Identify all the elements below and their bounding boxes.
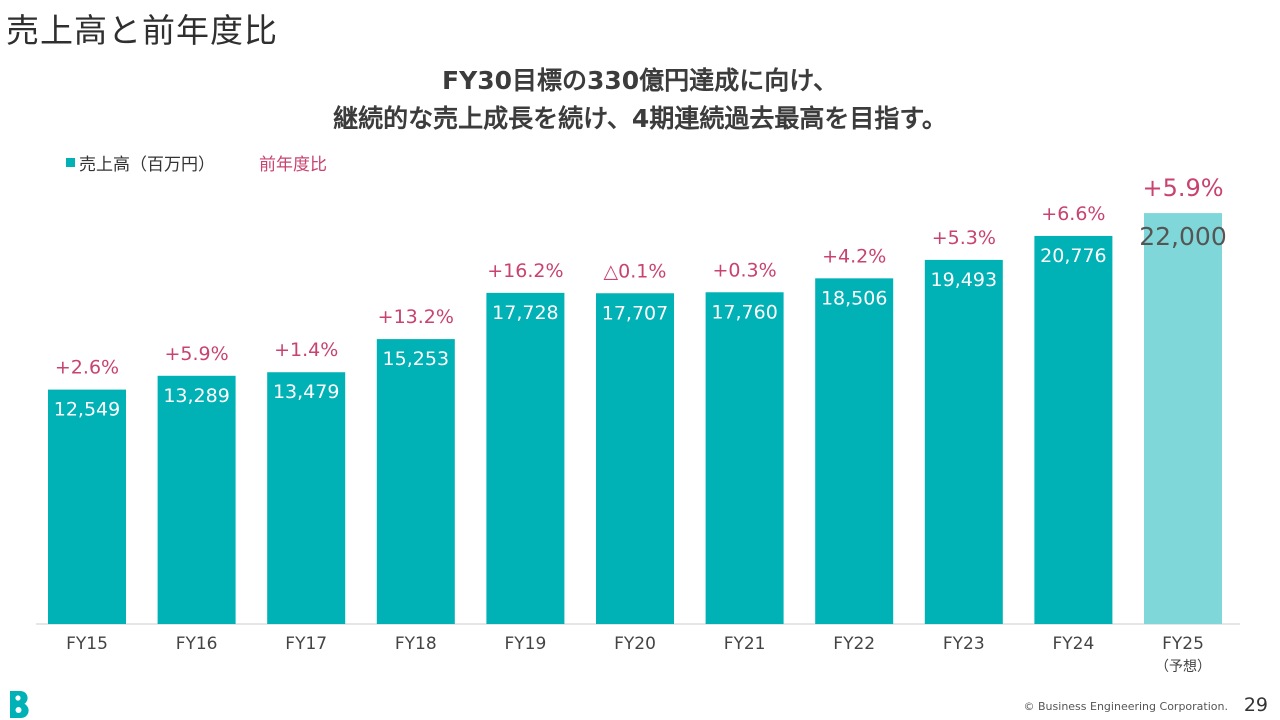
value-label-fy21: 17,760 — [711, 301, 777, 323]
yoy-label-fy22: +4.2% — [822, 245, 886, 267]
headline-line-2: 継続的な売上成長を続け、4期連続過去最高を目指す。 — [333, 104, 947, 133]
value-label-fy17: 13,479 — [273, 381, 339, 403]
value-label-fy20: 17,707 — [602, 302, 668, 324]
bar-fy18 — [376, 339, 455, 624]
legend-swatch-sales — [66, 158, 75, 167]
tick-label-fy23: FY23 — [943, 634, 985, 654]
tick-label-fy25: FY25 — [1162, 634, 1204, 654]
bar-fy21 — [705, 292, 784, 624]
tick-label-fy22: FY22 — [833, 634, 875, 654]
tick-label-fy16: FY16 — [176, 634, 218, 654]
bar-fy19 — [486, 292, 565, 624]
footer-copyright: © Business Engineering Corporation. — [1023, 700, 1228, 713]
value-label-fy18: 15,253 — [383, 348, 449, 370]
yoy-label-fy15: +2.6% — [55, 357, 119, 379]
yoy-label-fy21: +0.3% — [712, 259, 776, 281]
yoy-label-fy23: +5.3% — [932, 227, 996, 249]
bar-fy15 — [48, 389, 126, 624]
tick-label-fy17: FY17 — [285, 634, 327, 654]
tick-label-fy19: FY19 — [505, 634, 547, 654]
legend-item-sales: 売上高（百万円） — [66, 150, 215, 175]
value-label-fy16: 13,289 — [163, 385, 229, 407]
bar-fy22 — [815, 278, 894, 624]
bar-fy17 — [267, 372, 346, 624]
chart-legend: 売上高（百万円） 前年度比 — [66, 150, 327, 175]
value-label-fy19: 17,728 — [492, 302, 558, 324]
tick-label-fy18: FY18 — [395, 634, 437, 654]
value-label-fy24: 20,776 — [1040, 245, 1106, 267]
yoy-label-fy19: +16.2% — [487, 260, 563, 282]
yoy-label-fy25: +5.9% — [1142, 174, 1223, 202]
tick-label-fy15: FY15 — [66, 634, 108, 654]
bar-fy24 — [1034, 235, 1113, 625]
yoy-label-fy18: +13.2% — [378, 306, 454, 328]
yoy-label-fy20: △0.1% — [604, 260, 667, 282]
legend-label-sales: 売上高（百万円） — [79, 155, 215, 175]
company-logo-icon — [10, 691, 29, 719]
bar-fy20 — [596, 293, 674, 624]
tick-label-fy21: FY21 — [724, 634, 766, 654]
bar-fy16 — [157, 375, 236, 624]
yoy-label-fy24: +6.6% — [1041, 203, 1105, 225]
yoy-label-fy17: +1.4% — [274, 339, 338, 361]
value-label-fy25: 22,000 — [1139, 222, 1226, 251]
bar-fy23 — [924, 259, 1003, 624]
page-title: 売上高と前年度比 — [6, 11, 278, 50]
headline: FY30目標の330億円達成に向け、 継続的な売上成長を続け、4期連続過去最高を… — [0, 62, 1280, 138]
legend-label-yoy: 前年度比 — [259, 155, 327, 175]
page-number: 29 — [1243, 694, 1268, 716]
yoy-label-fy16: +5.9% — [164, 343, 228, 365]
tick-note-fy25: （予想） — [1155, 659, 1211, 675]
tick-label-fy20: FY20 — [614, 634, 656, 654]
value-label-fy15: 12,549 — [54, 399, 120, 421]
bar-fy25 — [1144, 213, 1222, 624]
headline-line-1: FY30目標の330億円達成に向け、 — [442, 66, 838, 95]
value-label-fy22: 18,506 — [821, 287, 887, 309]
value-label-fy23: 19,493 — [931, 269, 997, 291]
tick-label-fy24: FY24 — [1053, 634, 1095, 654]
